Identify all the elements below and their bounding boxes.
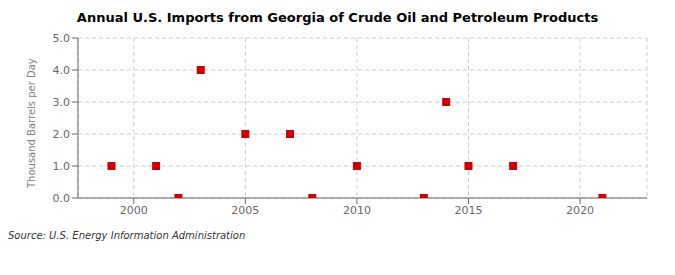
svg-text:2005: 2005 [231, 204, 259, 217]
svg-text:3.0: 3.0 [53, 96, 71, 109]
svg-text:2010: 2010 [343, 204, 371, 217]
html-text:Annual U.S. Imports from Georg: Annual U.S. Imports from Georgia of Crud… [76, 10, 599, 25]
svg-text:2020: 2020 [566, 204, 594, 217]
svg-text:0.0: 0.0 [53, 192, 71, 205]
svg-text:2.0: 2.0 [53, 128, 71, 141]
html-text:Source: U.S. Energy Informatio: Source: U.S. Energy Information Administ… [8, 230, 246, 241]
svg-text:2000: 2000 [120, 204, 148, 217]
svg-text:5.0: 5.0 [53, 32, 71, 45]
svg-text:2015: 2015 [454, 204, 482, 217]
svg-text:Thousand Barrels per Day: Thousand Barrels per Day [26, 58, 37, 189]
svg-text:1.0: 1.0 [53, 160, 71, 173]
svg-text:4.0: 4.0 [53, 64, 71, 77]
